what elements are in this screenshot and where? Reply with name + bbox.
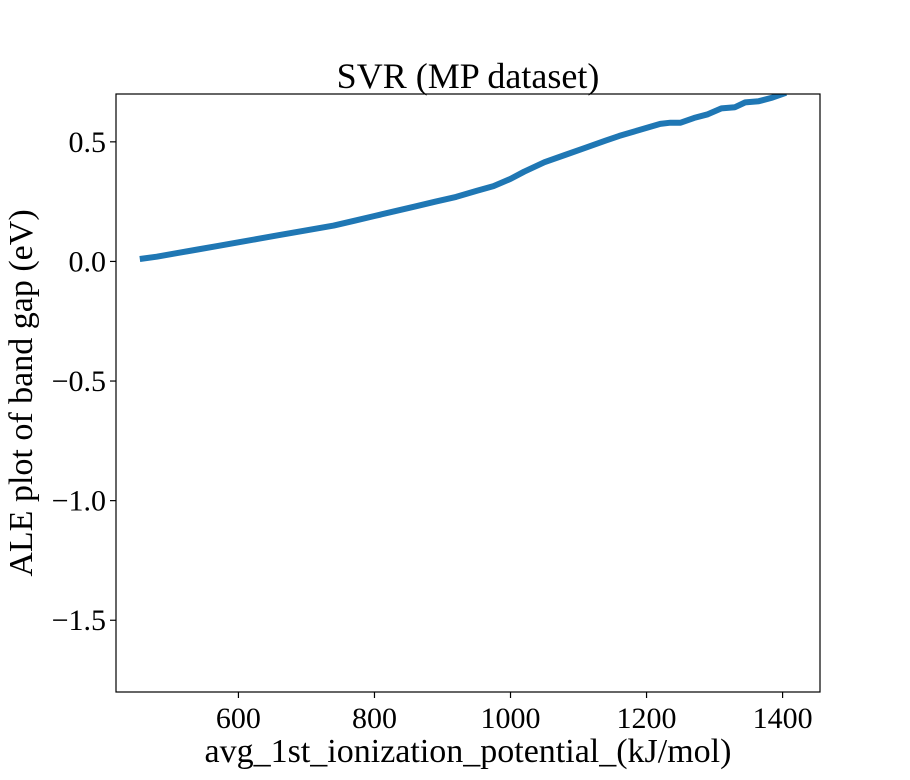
chart-title: SVR (MP dataset) bbox=[337, 56, 600, 96]
y-tick-label: −1.0 bbox=[52, 485, 106, 518]
plot-frame bbox=[115, 93, 821, 693]
y-axis-ticks: 0.5 0.0 −0.5 −1.0 −1.5 bbox=[52, 126, 116, 637]
series-line bbox=[139, 94, 787, 262]
y-tick-label: 0.5 bbox=[69, 126, 107, 159]
x-tick-label: 800 bbox=[352, 702, 397, 735]
x-axis-label: avg_1st_ionization_potential_(kJ/mol) bbox=[205, 733, 732, 770]
y-tick-label: 0.0 bbox=[69, 245, 107, 278]
x-axis-ticks: 600 800 1000 1200 1400 bbox=[216, 692, 813, 735]
x-tick-label: 1400 bbox=[753, 702, 813, 735]
x-tick-label: 1000 bbox=[481, 702, 541, 735]
y-tick-label: −1.5 bbox=[52, 604, 106, 637]
y-axis-label: ALE plot of band gap (eV) bbox=[3, 209, 40, 576]
x-tick-label: 1200 bbox=[617, 702, 677, 735]
x-tick-label: 600 bbox=[216, 702, 261, 735]
y-tick-label: −0.5 bbox=[52, 365, 106, 398]
